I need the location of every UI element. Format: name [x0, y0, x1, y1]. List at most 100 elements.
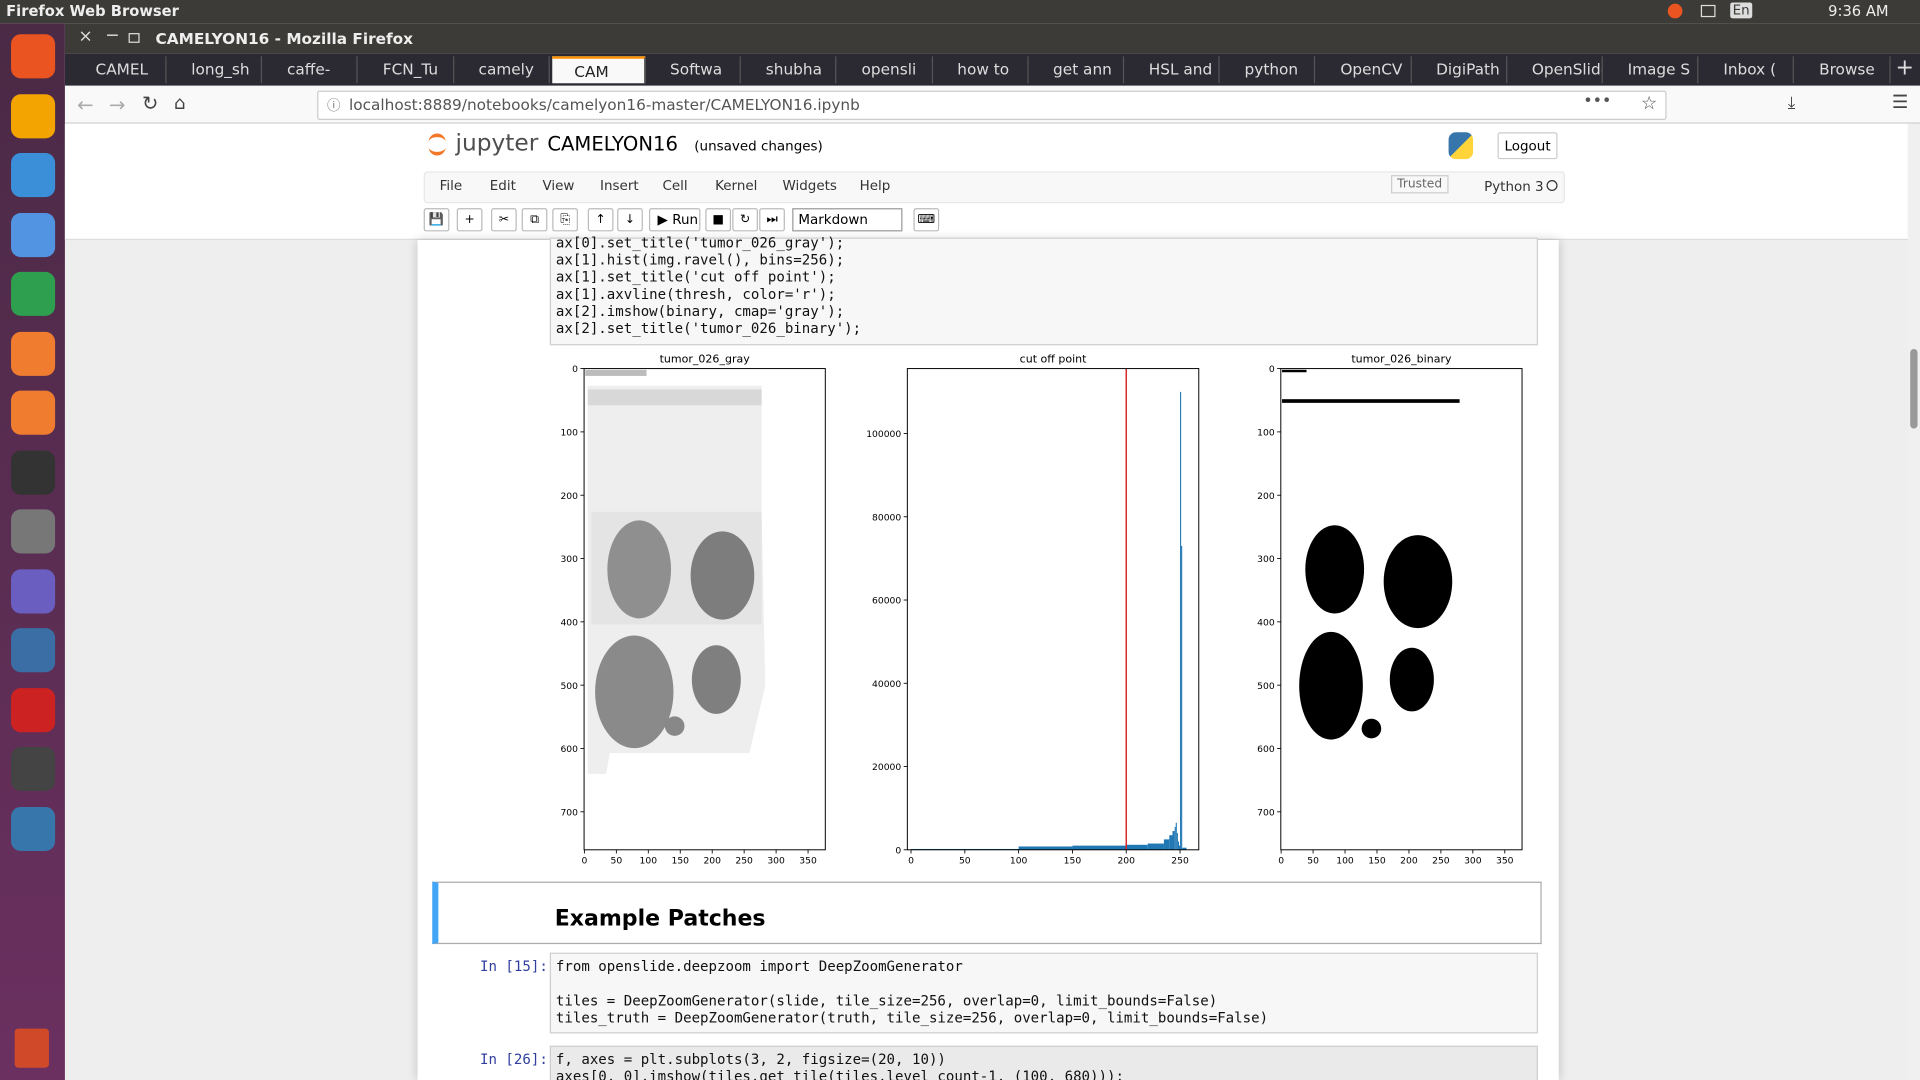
tab[interactable]: camely [456, 56, 550, 84]
histogram-bar [1174, 826, 1176, 850]
url-bar[interactable] [317, 90, 1667, 121]
y-tick-label: 500 [1257, 681, 1275, 692]
launcher-icon[interactable] [11, 450, 56, 495]
launcher-icon[interactable] [11, 628, 56, 673]
home-button[interactable]: ⌂ [173, 91, 186, 114]
new-tab[interactable]: + [1895, 55, 1914, 81]
jupyter-logo[interactable] [428, 133, 446, 156]
launcher-icon[interactable] [11, 806, 56, 851]
toolbar-button[interactable]: ↓ [617, 208, 643, 232]
toolbar-button[interactable]: ⏭ [759, 208, 785, 232]
tab[interactable]: opensli [840, 56, 933, 84]
tab[interactable]: CAM [552, 56, 646, 84]
x-tick-label: 350 [1496, 855, 1514, 866]
x-tick-label: 0 [908, 855, 914, 866]
code-cell[interactable] [549, 237, 1538, 346]
launcher-icon[interactable] [11, 509, 56, 554]
keyboard-language[interactable]: En [1730, 2, 1753, 19]
x-tick-label: 50 [611, 855, 623, 866]
toolbar-button[interactable]: ⧉ [521, 208, 548, 232]
code-cell[interactable] [549, 1045, 1538, 1080]
launcher-icon[interactable] [11, 34, 56, 79]
launcher-icon[interactable] [11, 746, 56, 792]
toolbar-button[interactable]: ⌨ [913, 208, 940, 232]
x-tick-label: 300 [767, 855, 785, 866]
minimize-button[interactable]: − [105, 25, 120, 46]
launcher-icon[interactable] [11, 568, 56, 613]
y-tick-label: 20000 [872, 762, 901, 773]
toolbar-button[interactable]: + [456, 208, 483, 232]
launcher-icon[interactable] [11, 153, 56, 198]
forward-button[interactable]: → [108, 93, 126, 117]
info-icon[interactable]: ⓘ [326, 97, 341, 114]
y-tick-label: 80000 [872, 512, 901, 523]
menu-item[interactable]: Cell [662, 177, 688, 194]
code-line: ax[2].imshow(binary, cmap='gray'); [555, 302, 845, 320]
menu-button[interactable]: ☰ [1891, 90, 1909, 113]
y-tick-label: 200 [560, 491, 578, 502]
markdown-cell[interactable] [432, 881, 1542, 945]
tab[interactable]: caffe-cvpr [265, 56, 359, 84]
axes-frame [1280, 368, 1523, 851]
app-name: Firefox Web Browser [6, 2, 179, 20]
menu-item[interactable]: Insert [600, 177, 639, 194]
menu-item[interactable]: Widgets [782, 177, 837, 194]
menu-item[interactable]: Help [859, 177, 891, 194]
tab[interactable]: FCN_Tu [361, 56, 454, 84]
tab[interactable]: Browse [1797, 56, 1891, 84]
close-button[interactable]: × [78, 26, 93, 47]
toolbar-button[interactable]: ↻ [732, 208, 758, 232]
tab[interactable]: long_sh [169, 56, 263, 84]
tab[interactable]: get ann [1031, 56, 1125, 84]
window-title: CAMELYON16 - Mozilla Firefox [155, 29, 414, 48]
url[interactable]: localhost:8889/notebooks/camelyon16-mast… [348, 95, 860, 114]
bookmark-star[interactable]: ☆ [1640, 91, 1658, 114]
maximize-button[interactable] [128, 33, 140, 43]
clock[interactable]: 9:36 AM [1828, 2, 1889, 20]
tab[interactable]: Image S [1606, 56, 1699, 84]
launcher-icon[interactable] [11, 271, 56, 316]
tab[interactable]: OpenSlide [1510, 56, 1603, 84]
notebook-name[interactable]: CAMELYON16 [547, 132, 678, 156]
tab[interactable]: OpenCV [1318, 56, 1412, 84]
launcher-icon[interactable] [11, 212, 56, 257]
tab[interactable]: Softwa [648, 56, 742, 84]
toolbar-button[interactable]: ⎘ [552, 208, 578, 232]
page-actions[interactable]: ••• [1583, 91, 1612, 111]
tab[interactable]: shubha [744, 56, 837, 84]
indicator[interactable] [1667, 3, 1683, 19]
launcher-icon[interactable] [11, 390, 56, 435]
tab[interactable]: how to [935, 56, 1029, 84]
jupyter-wordmark[interactable]: jupyter [455, 129, 539, 157]
menu-item[interactable]: Kernel [715, 177, 758, 194]
tab[interactable]: DigiPath - I [1414, 56, 1508, 84]
cell-type-select[interactable]: Markdown [792, 208, 903, 232]
save-status: (unsaved changes) [694, 138, 823, 155]
launcher-icon[interactable] [11, 93, 56, 138]
indicator[interactable] [1700, 4, 1716, 18]
back-button[interactable]: ← [77, 93, 94, 117]
menu-item[interactable]: File [439, 177, 463, 194]
scroll-thumb[interactable] [1910, 348, 1918, 429]
launcher-icon[interactable] [11, 331, 56, 376]
menu-item[interactable]: View [542, 177, 575, 194]
tab[interactable]: CAMEL [73, 56, 167, 84]
toolbar-button[interactable]: ↑ [587, 208, 614, 232]
toolbar-button[interactable]: 💾 [423, 208, 450, 232]
menu-item[interactable]: Edit [489, 177, 516, 194]
logout-button[interactable]: Logout [1497, 132, 1558, 160]
x-tick-label: 0 [1278, 855, 1284, 866]
reload-button[interactable]: ↻ [142, 91, 159, 116]
launcher-icon[interactable] [11, 687, 56, 732]
trusted-indicator[interactable]: Trusted [1391, 175, 1449, 194]
tab[interactable]: HSL and [1127, 56, 1220, 84]
downloads[interactable]: ⤓ [1787, 93, 1796, 113]
code-cell[interactable] [549, 952, 1538, 1034]
tab[interactable]: Inbox ( [1701, 56, 1795, 84]
tab[interactable]: python [1223, 56, 1316, 84]
toolbar-button[interactable]: ✂ [491, 208, 517, 232]
toolbar-button[interactable]: ■ [705, 208, 732, 232]
trash-icon[interactable] [14, 1028, 49, 1068]
code-line: ax[1].hist(img.ravel(), bins=256); [555, 251, 845, 269]
run-button[interactable]: ▶ Run [648, 208, 701, 232]
